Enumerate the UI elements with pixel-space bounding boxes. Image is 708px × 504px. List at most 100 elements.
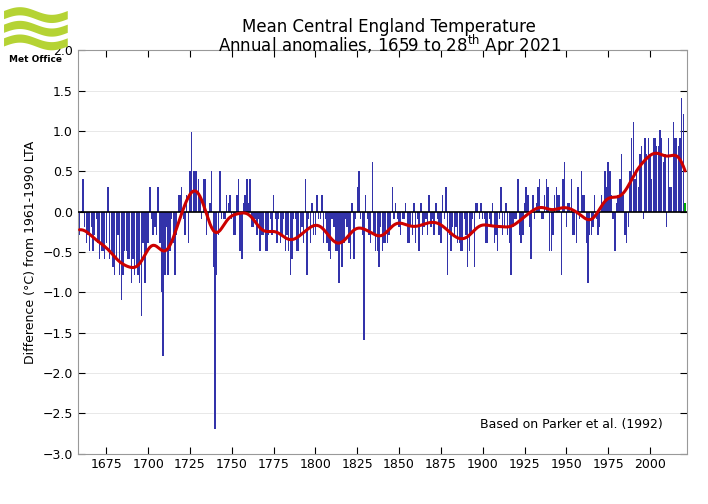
Bar bbox=[534, 212, 535, 219]
Bar bbox=[368, 212, 370, 235]
Bar bbox=[338, 212, 340, 283]
Bar bbox=[588, 212, 589, 283]
Bar bbox=[383, 212, 384, 243]
Bar bbox=[372, 162, 373, 212]
Bar bbox=[193, 170, 194, 212]
Bar bbox=[399, 212, 400, 227]
Bar bbox=[507, 212, 508, 235]
Text: Annual anomalies, 1659 to 28$^{\mathsf{th}}$ Apr 2021: Annual anomalies, 1659 to 28$^{\mathsf{t… bbox=[217, 33, 561, 58]
Bar bbox=[278, 212, 280, 219]
Bar bbox=[118, 212, 119, 235]
Bar bbox=[469, 212, 470, 251]
Bar bbox=[171, 212, 172, 219]
Bar bbox=[462, 212, 463, 251]
Bar bbox=[144, 212, 146, 283]
Bar bbox=[624, 212, 626, 235]
Bar bbox=[669, 186, 670, 212]
Bar bbox=[207, 212, 209, 219]
Bar bbox=[637, 186, 639, 212]
Bar bbox=[179, 195, 181, 212]
Bar bbox=[188, 212, 189, 243]
Bar bbox=[104, 212, 105, 259]
Bar bbox=[666, 212, 668, 227]
Bar bbox=[503, 212, 505, 227]
Bar bbox=[87, 212, 88, 235]
Bar bbox=[438, 212, 440, 235]
Bar bbox=[629, 170, 631, 212]
Bar bbox=[449, 212, 450, 235]
Bar bbox=[377, 212, 378, 251]
Bar bbox=[519, 212, 520, 235]
Bar bbox=[520, 212, 522, 243]
Bar bbox=[348, 212, 350, 243]
Bar bbox=[614, 212, 615, 251]
Bar bbox=[189, 170, 190, 212]
Bar bbox=[544, 195, 545, 212]
Bar bbox=[265, 212, 266, 251]
Bar bbox=[181, 186, 182, 212]
Bar bbox=[606, 186, 607, 212]
Bar bbox=[206, 212, 207, 235]
Bar bbox=[205, 178, 206, 212]
Bar bbox=[454, 212, 455, 235]
Bar bbox=[671, 186, 673, 212]
Bar bbox=[161, 212, 162, 291]
Bar bbox=[654, 138, 656, 212]
Bar bbox=[271, 212, 273, 235]
Bar bbox=[169, 212, 171, 251]
Bar bbox=[440, 212, 442, 243]
Bar bbox=[598, 212, 599, 235]
Bar bbox=[465, 212, 467, 235]
Bar bbox=[464, 212, 465, 219]
Bar bbox=[460, 212, 462, 251]
Bar bbox=[126, 212, 127, 251]
Bar bbox=[583, 195, 584, 212]
Bar bbox=[586, 212, 587, 243]
Bar bbox=[243, 203, 244, 212]
Bar bbox=[320, 212, 321, 219]
Bar bbox=[246, 178, 248, 212]
Bar bbox=[345, 212, 346, 219]
Bar bbox=[631, 138, 632, 212]
Bar bbox=[285, 212, 286, 251]
Bar bbox=[82, 178, 84, 212]
Bar bbox=[595, 212, 597, 219]
Bar bbox=[427, 212, 428, 235]
Bar bbox=[219, 170, 221, 212]
Bar bbox=[653, 138, 654, 212]
Bar bbox=[509, 212, 510, 243]
Bar bbox=[382, 212, 383, 251]
Bar bbox=[212, 212, 214, 267]
Bar bbox=[432, 212, 433, 219]
Bar bbox=[353, 212, 355, 259]
Bar bbox=[173, 212, 174, 243]
Bar bbox=[79, 212, 80, 235]
Bar bbox=[535, 203, 537, 212]
Bar bbox=[537, 186, 539, 212]
Bar bbox=[564, 162, 566, 212]
Bar bbox=[196, 170, 198, 212]
Bar bbox=[191, 132, 193, 212]
Bar bbox=[412, 212, 413, 235]
Bar bbox=[210, 203, 211, 212]
Bar bbox=[273, 195, 274, 212]
Bar bbox=[474, 212, 475, 267]
Bar bbox=[445, 186, 447, 212]
Bar bbox=[571, 178, 572, 212]
Bar bbox=[239, 212, 241, 251]
Bar bbox=[459, 212, 460, 243]
Bar bbox=[491, 212, 492, 227]
Bar bbox=[198, 178, 199, 212]
Bar bbox=[266, 212, 268, 251]
Bar bbox=[539, 178, 540, 212]
Bar bbox=[649, 154, 651, 212]
Bar bbox=[312, 203, 313, 212]
Bar bbox=[579, 212, 581, 219]
Bar bbox=[168, 212, 169, 275]
Bar bbox=[680, 138, 681, 212]
Bar bbox=[457, 212, 458, 243]
Bar bbox=[229, 195, 231, 212]
Bar bbox=[619, 178, 620, 212]
Bar bbox=[410, 212, 411, 227]
Bar bbox=[360, 212, 361, 219]
